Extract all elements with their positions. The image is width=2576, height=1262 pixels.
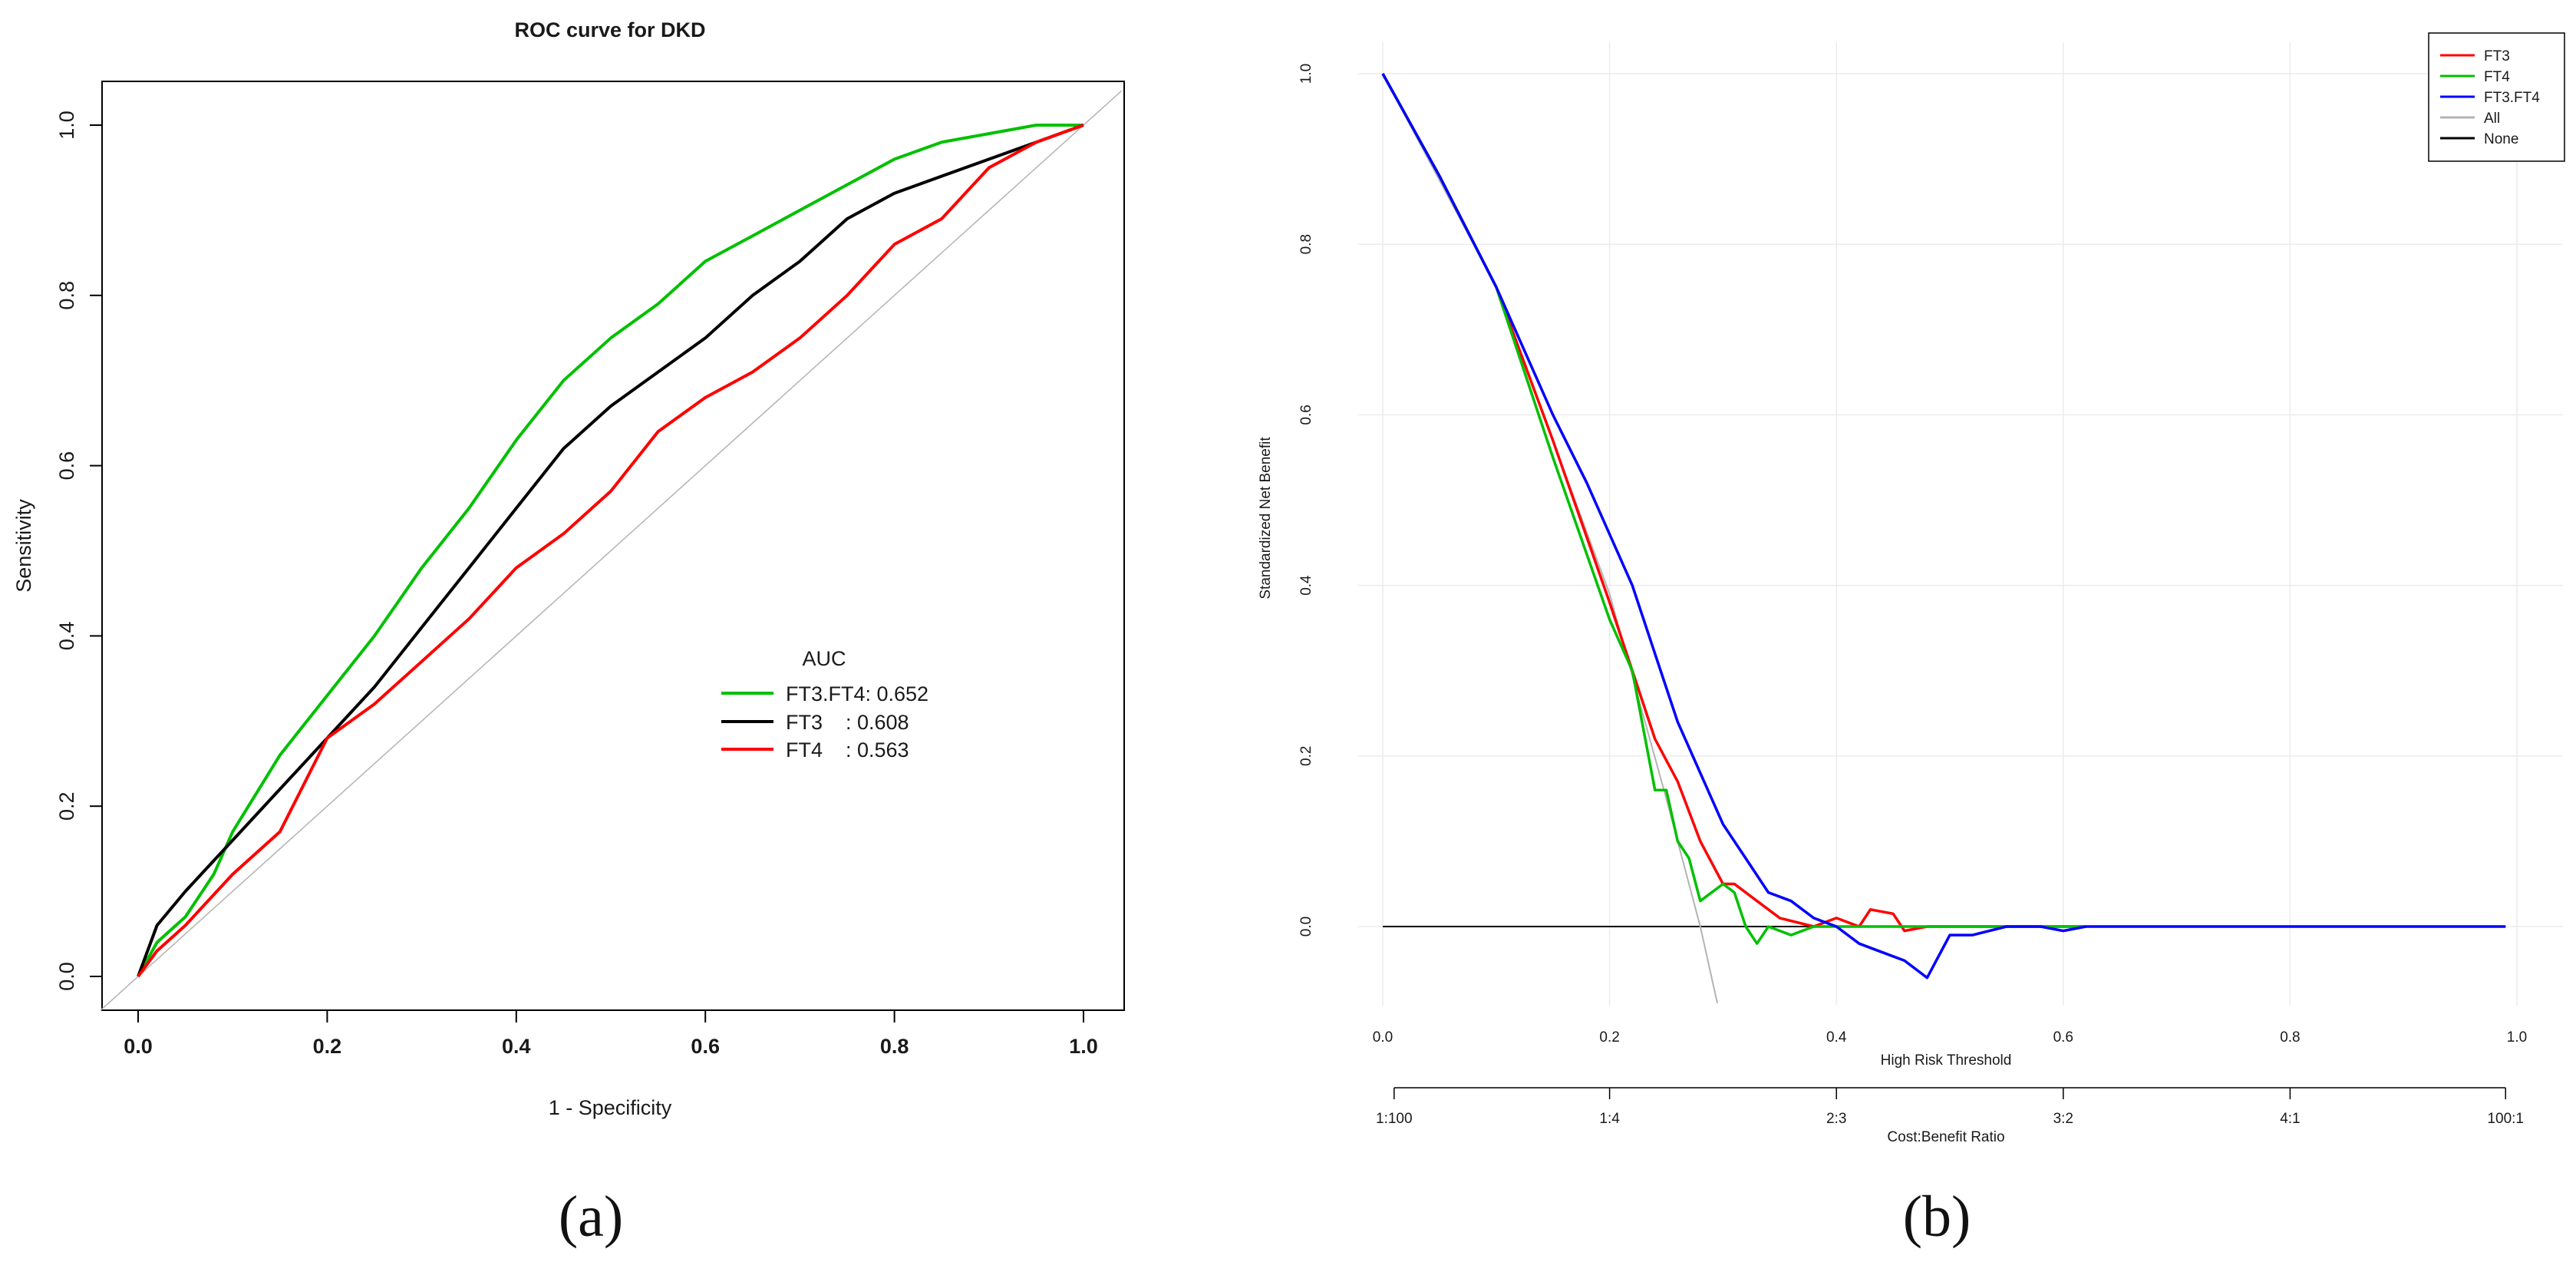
dca-x-tick-label: 1.0 bbox=[2507, 1029, 2527, 1046]
decision-curve-chart: 0.0 0.2 0.4 0.6 0.8 1.0 0.0 0.2 0.4 0.6 0.8 1.0 1:… bbox=[1258, 32, 2565, 1145]
dca-line-ft3-ft4 bbox=[1381, 73, 2506, 980]
roc-legend: AUC FT3.FT4: 0.652 FT3 : 0.608 FT4 : 0.5… bbox=[721, 647, 928, 761]
dca-y-tick-label: 0.2 bbox=[1298, 746, 1314, 766]
dca-secondary-tick-label: 100:1 bbox=[2487, 1111, 2524, 1127]
roc-x-axis: 0.0 0.2 0.4 0.6 0.8 1.0 bbox=[124, 1009, 1098, 1058]
roc-y-tick-label: 0.0 bbox=[55, 962, 78, 991]
dca-series-layer bbox=[1381, 73, 2506, 1004]
dca-x-tick-label: 0.0 bbox=[1373, 1029, 1393, 1046]
dca-secondary-tick-label: 3:2 bbox=[2053, 1111, 2073, 1127]
dca-secondary-tick-label: 1:100 bbox=[1376, 1111, 1413, 1127]
dca-y-label: Standardized Net Benefit bbox=[1258, 437, 1274, 600]
dca-x-tick-label: 0.4 bbox=[1826, 1029, 1847, 1046]
dca-cost-benefit-axis: 1:100 1:4 2:3 3:2 4:1 100:1 bbox=[1376, 1087, 2524, 1127]
dca-secondary-x-label: Cost:Benefit Ratio bbox=[1887, 1129, 2004, 1145]
roc-y-label: Sensitivity bbox=[12, 499, 35, 593]
roc-line-reference bbox=[100, 91, 1122, 1011]
roc-legend-label-ft3ft4: FT3.FT4: 0.652 bbox=[786, 682, 928, 705]
dca-legend-label-ft3ft4: FT3.FT4 bbox=[2484, 90, 2540, 106]
dca-line-all bbox=[1382, 73, 1718, 1004]
dca-y-tick-label: 0.0 bbox=[1298, 917, 1314, 937]
dca-y-tick-label: 0.6 bbox=[1298, 405, 1314, 425]
roc-x-tick-label: 0.2 bbox=[313, 1035, 342, 1058]
dca-x-tick-label: 0.8 bbox=[2280, 1029, 2300, 1046]
roc-x-tick-label: 0.6 bbox=[691, 1035, 720, 1058]
roc-y-tick-label: 0.8 bbox=[55, 281, 78, 310]
dca-legend-label-ft4: FT4 bbox=[2484, 69, 2510, 85]
dca-legend-label-ft3: FT3 bbox=[2484, 48, 2510, 64]
roc-y-tick-label: 0.2 bbox=[55, 791, 78, 821]
roc-y-axis: 0.0 0.2 0.4 0.6 0.8 1.0 bbox=[55, 111, 103, 991]
dca-line-ft4 bbox=[1381, 73, 2086, 945]
dca-x-label: High Risk Threshold bbox=[1881, 1052, 2012, 1069]
dca-grid bbox=[1358, 42, 2563, 1006]
roc-legend-label-ft3: FT3 : 0.608 bbox=[786, 711, 909, 734]
roc-line-ft4 bbox=[137, 124, 1084, 978]
dca-y-axis: 0.0 0.2 0.4 0.6 0.8 1.0 bbox=[1298, 64, 1314, 937]
dca-y-tick-label: 0.4 bbox=[1298, 575, 1314, 596]
dca-y-tick-label: 0.8 bbox=[1298, 234, 1314, 254]
roc-chart: ROC curve for DKD 0.0 0.2 0.4 0.6 0.8 1.0 0.0… bbox=[12, 18, 1125, 1119]
roc-line-ft3 bbox=[137, 124, 1084, 977]
roc-x-tick-label: 0.0 bbox=[124, 1035, 153, 1058]
dca-line-ft3 bbox=[1381, 73, 2086, 933]
roc-series-layer bbox=[100, 91, 1122, 1011]
roc-x-tick-label: 1.0 bbox=[1069, 1035, 1098, 1058]
roc-legend-label-ft4: FT4 : 0.563 bbox=[786, 738, 909, 761]
roc-y-tick-label: 1.0 bbox=[55, 111, 78, 140]
dca-x-tick-label: 0.2 bbox=[1599, 1029, 1619, 1046]
roc-y-tick-label: 0.6 bbox=[55, 451, 78, 481]
roc-legend-title: AUC bbox=[802, 647, 846, 670]
dca-x-tick-label: 0.6 bbox=[2053, 1029, 2073, 1046]
roc-x-tick-label: 0.8 bbox=[880, 1035, 909, 1058]
roc-x-tick-label: 0.4 bbox=[502, 1035, 531, 1058]
dca-x-axis: 0.0 0.2 0.4 0.6 0.8 1.0 bbox=[1373, 1029, 2527, 1046]
dca-legend: FT3 FT4 FT3.FT4 All None bbox=[2428, 32, 2565, 162]
panel-label-b: (b) bbox=[1903, 1184, 1971, 1249]
roc-y-tick-label: 0.4 bbox=[55, 622, 78, 651]
roc-title: ROC curve for DKD bbox=[514, 18, 705, 41]
dca-secondary-tick-label: 1:4 bbox=[1599, 1111, 1620, 1127]
dca-legend-label-all: All bbox=[2484, 111, 2500, 127]
roc-x-label: 1 - Specificity bbox=[549, 1096, 672, 1119]
dca-secondary-tick-label: 2:3 bbox=[1826, 1111, 1846, 1127]
dca-y-tick-label: 1.0 bbox=[1298, 64, 1314, 84]
panel-label-a: (a) bbox=[559, 1184, 623, 1249]
dca-legend-label-none: None bbox=[2484, 131, 2518, 147]
dca-secondary-tick-label: 4:1 bbox=[2280, 1111, 2300, 1127]
